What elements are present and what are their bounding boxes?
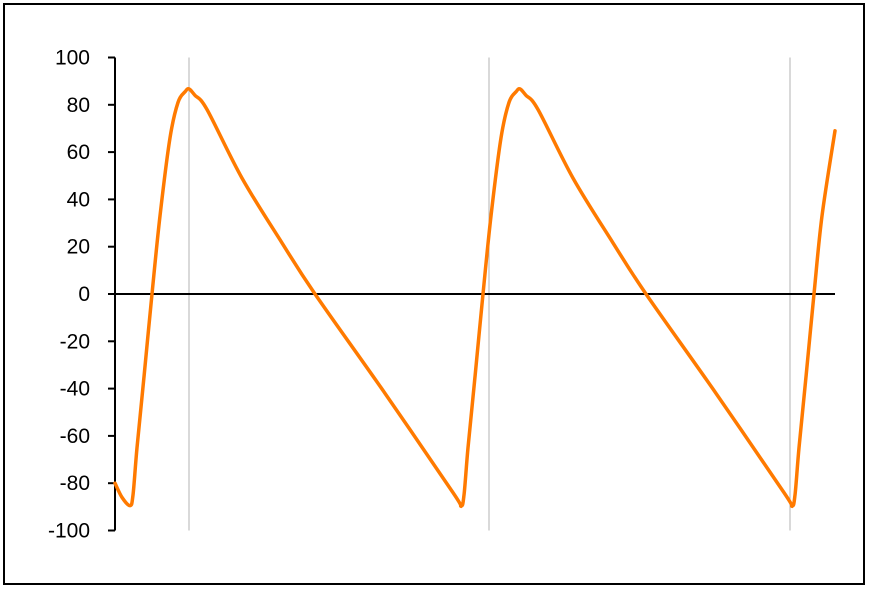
- y-tick-label: -60: [60, 425, 90, 448]
- y-tick-label: 0: [78, 283, 90, 306]
- y-tick-label: -40: [60, 378, 90, 401]
- y-tick-label: 80: [67, 94, 90, 117]
- y-tick-label: -20: [60, 330, 90, 353]
- y-ticks: 100 80 60 40 20 0 -20 -40 -60 -80 -100: [48, 47, 115, 543]
- series-group: [113, 87, 837, 509]
- y-tick-label: 60: [67, 141, 90, 164]
- y-tick-label: 20: [67, 236, 90, 259]
- y-tick-label: 100: [55, 47, 90, 70]
- axes: [114, 57, 835, 531]
- y-tick-label: 40: [67, 188, 90, 211]
- y-tick-label: -100: [48, 520, 90, 543]
- series-line: [113, 87, 837, 509]
- y-tick-label: -80: [60, 472, 90, 495]
- chart-frame: [3, 3, 865, 585]
